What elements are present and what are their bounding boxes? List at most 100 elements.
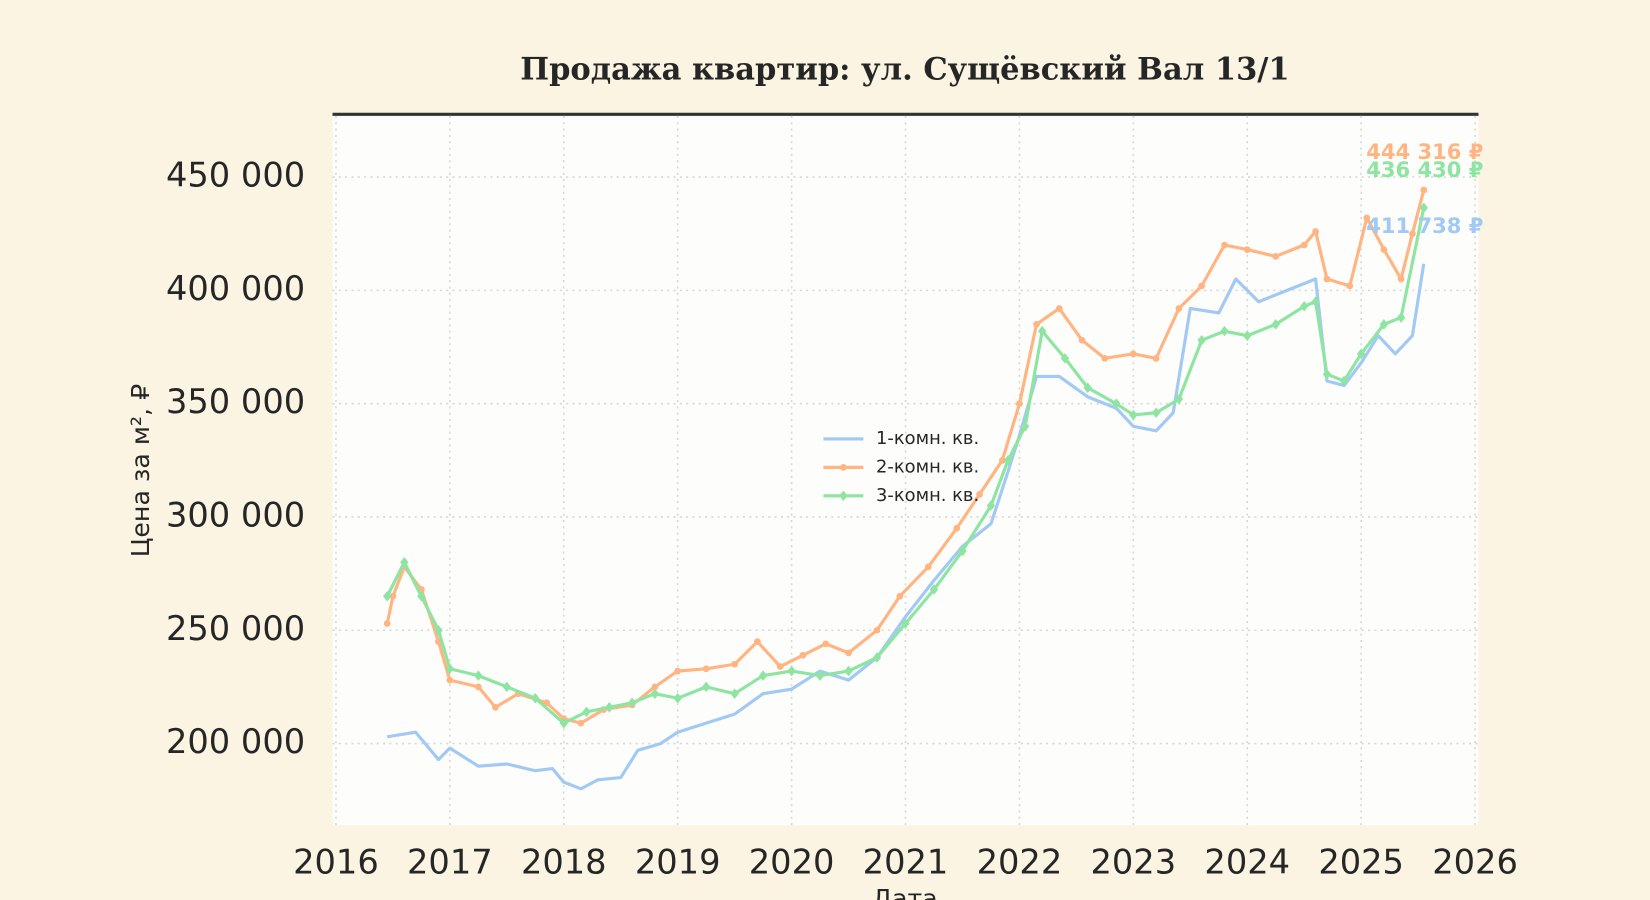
point: [1003, 455, 1013, 466]
point: [1016, 400, 1023, 408]
point: [1078, 336, 1086, 344]
x-tick-label: 2022: [977, 843, 1063, 882]
point: [673, 692, 682, 704]
point: [492, 703, 499, 711]
x-tick-label: 2026: [1432, 843, 1518, 882]
y-axis-label: Цена за м², ₽: [126, 384, 155, 557]
point: [1083, 382, 1092, 394]
point: [1271, 319, 1280, 330]
x-tick-label: 2021: [863, 843, 949, 882]
point: [845, 649, 852, 657]
point: [731, 660, 739, 668]
point: [929, 584, 939, 595]
y-tick-label: 450 000: [166, 156, 305, 195]
point: [1197, 334, 1206, 346]
x-tick-label: 2018: [521, 843, 607, 882]
point: [702, 665, 710, 673]
point: [998, 456, 1006, 464]
point: [605, 702, 614, 713]
point: [543, 699, 551, 707]
point: [559, 717, 568, 729]
point: [1174, 393, 1184, 405]
point: [650, 688, 660, 699]
x-tick-label: 2023: [1090, 843, 1176, 882]
point: [924, 563, 932, 571]
legend-label: 3-комн. кв.: [876, 485, 979, 506]
x-tick-label: 2020: [749, 843, 835, 882]
point: [1420, 186, 1428, 194]
legend: 1-комн. кв. 2-комн. кв. 3-комн. кв.: [823, 428, 979, 506]
point: [896, 592, 904, 600]
point: [674, 667, 682, 675]
point: [1037, 325, 1047, 337]
point: [958, 545, 967, 557]
x-tick-label: 2025: [1318, 843, 1404, 882]
point: [445, 663, 455, 675]
chart-title: Продажа квартир: ул. Сущёвский Вал 13/1: [520, 52, 1289, 88]
value-label: 436 430 ₽: [1366, 157, 1483, 182]
x-tick-label: 2017: [407, 843, 493, 882]
legend-label: 1-комн. кв.: [876, 428, 979, 449]
point: [1020, 421, 1030, 432]
x-tick-label: 2019: [635, 843, 721, 882]
point: [754, 638, 761, 645]
point: [446, 676, 454, 684]
point: [651, 683, 659, 691]
point: [1060, 353, 1070, 364]
x-tick-label: 2016: [293, 843, 379, 882]
point: [1363, 214, 1371, 222]
point: [1198, 282, 1206, 290]
point: [1152, 354, 1160, 362]
series-line: [385, 189, 1426, 725]
point: [1055, 305, 1063, 312]
point: [1220, 325, 1229, 337]
point: [1299, 300, 1309, 312]
point: [1129, 350, 1137, 358]
series-line: [385, 207, 1426, 725]
point: [758, 670, 768, 681]
point: [1419, 202, 1429, 214]
point: [873, 626, 881, 634]
point: [502, 681, 512, 693]
y-tick-label: 200 000: [166, 722, 305, 761]
point: [1033, 320, 1040, 328]
point: [383, 620, 391, 627]
point: [953, 524, 961, 532]
y-tick-label: 300 000: [166, 495, 305, 534]
point: [1323, 275, 1331, 283]
point: [701, 681, 711, 693]
point: [822, 640, 830, 648]
y-tick-label: 350 000: [166, 382, 305, 421]
y-tick-label: 250 000: [166, 609, 305, 648]
x-tick-label: 2024: [1204, 843, 1290, 882]
point: [872, 652, 882, 663]
point: [531, 692, 540, 704]
series: [382, 186, 1429, 791]
y-tick-label: 400 000: [166, 269, 305, 308]
value-label: 444 316 ₽: [1366, 139, 1483, 164]
point: [1346, 282, 1354, 290]
point: [627, 697, 637, 709]
point: [474, 683, 482, 691]
point: [1396, 312, 1406, 323]
point: [389, 592, 397, 600]
point: [582, 706, 591, 718]
point: [1379, 319, 1389, 330]
grid: [332, 115, 1479, 826]
point: [840, 463, 847, 471]
point: [1356, 348, 1366, 360]
point: [815, 670, 825, 681]
point: [1112, 398, 1121, 409]
x-axis-label: Дата: [872, 884, 937, 900]
point: [839, 490, 848, 502]
point: [787, 665, 796, 677]
point: [577, 719, 585, 727]
point: [1322, 368, 1332, 380]
point: [1243, 330, 1252, 341]
point: [1151, 407, 1161, 418]
point: [1397, 275, 1405, 283]
series-line: [386, 263, 1426, 791]
point: [382, 591, 392, 602]
point: [776, 663, 784, 670]
